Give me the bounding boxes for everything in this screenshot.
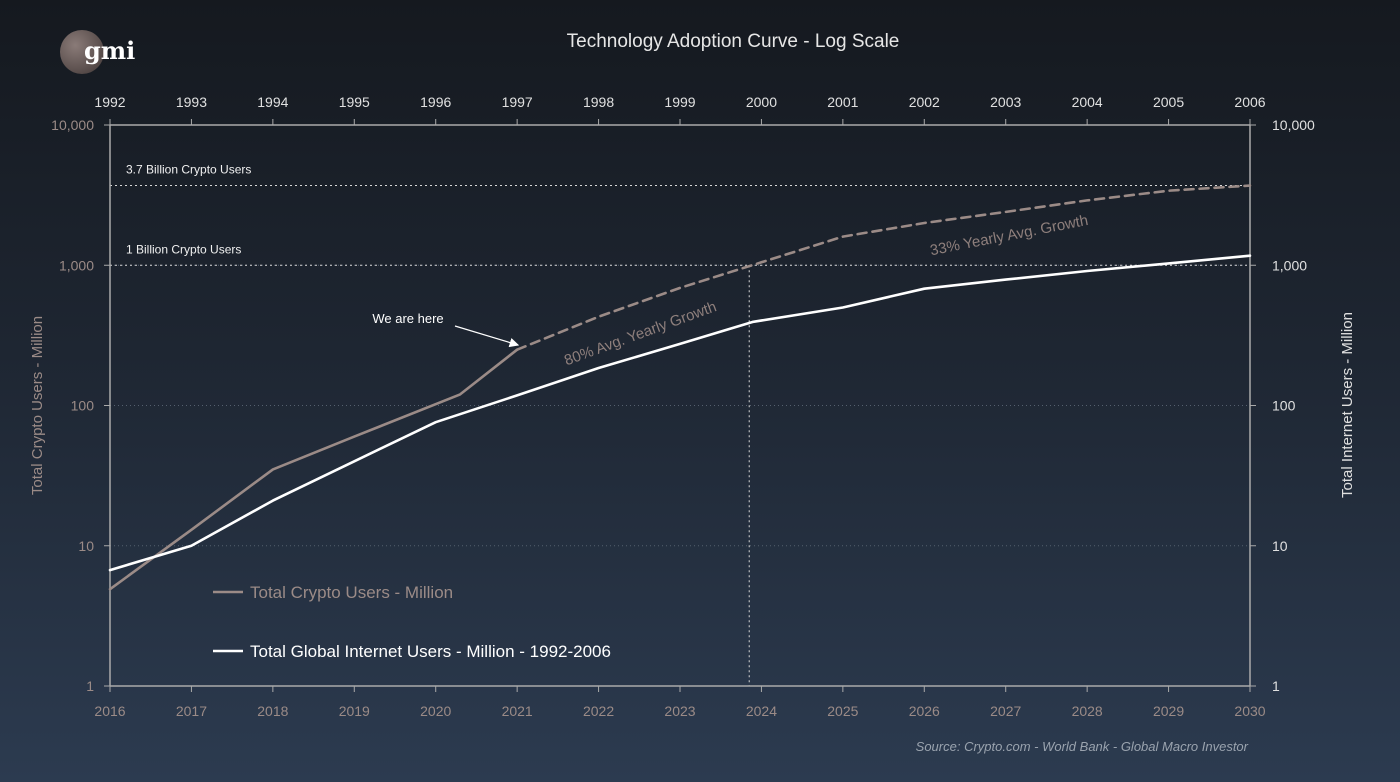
- bottom-tick-label: 2022: [583, 703, 614, 719]
- bottom-tick-label: 2023: [664, 703, 695, 719]
- top-tick-label: 1996: [420, 94, 451, 110]
- top-tick-label: 2004: [1072, 94, 1103, 110]
- gmi-logo: gmi: [60, 30, 135, 76]
- internet-users-line: [108, 254, 1252, 572]
- chart-title: Technology Adoption Curve - Log Scale: [567, 31, 900, 52]
- left-tick-label: 10,000: [51, 117, 94, 133]
- bottom-tick-label: 2019: [339, 703, 370, 719]
- left-axis-title: Total Crypto Users - Million: [29, 316, 46, 495]
- right-tick-label: 100: [1272, 398, 1296, 414]
- logo-globe-icon: [60, 30, 104, 74]
- right-tick-label: 1: [1272, 678, 1280, 694]
- right-tick-label: 10,000: [1272, 117, 1315, 133]
- left-tick-label: 10: [78, 538, 94, 554]
- top-tick-label: 1998: [583, 94, 614, 110]
- source-note: Source: Crypto.com - World Bank - Global…: [916, 739, 1249, 754]
- bottom-tick-label: 2029: [1153, 703, 1184, 719]
- bottom-tick-label: 2020: [420, 703, 451, 719]
- bottom-tick-label: 2021: [502, 703, 533, 719]
- legend-crypto-label: Total Crypto Users - Million: [250, 583, 453, 602]
- left-tick-label: 1,000: [59, 257, 94, 273]
- right-tick-label: 10: [1272, 538, 1288, 554]
- top-tick-label: 1997: [502, 94, 533, 110]
- bottom-tick-label: 2030: [1234, 703, 1265, 719]
- top-tick-label: 1993: [176, 94, 207, 110]
- top-tick-label: 1995: [339, 94, 370, 110]
- top-tick-label: 2001: [827, 94, 858, 110]
- left-tick-label: 1: [86, 678, 94, 694]
- top-tick-label: 1999: [664, 94, 695, 110]
- reference-label: 1 Billion Crypto Users: [126, 242, 241, 256]
- legend-internet-label: Total Global Internet Users - Million - …: [250, 642, 611, 661]
- top-tick-label: 1994: [257, 94, 288, 110]
- reference-label: 3.7 Billion Crypto Users: [126, 163, 251, 177]
- top-tick-label: 2003: [990, 94, 1021, 110]
- logo-text: gmi: [84, 36, 136, 65]
- crypto-projection-line: [515, 184, 1252, 351]
- growth-80-label: 80% Avg. Yearly Growth: [562, 298, 719, 369]
- top-tick-label: 2000: [746, 94, 777, 110]
- we-are-here-label: We are here: [372, 311, 443, 326]
- top-tick-label: 2005: [1153, 94, 1184, 110]
- top-tick-label: 2006: [1234, 94, 1265, 110]
- bottom-tick-label: 2024: [746, 703, 777, 719]
- we-are-here-arrow: [454, 325, 520, 348]
- bottom-tick-label: 2025: [827, 703, 858, 719]
- crypto-users-line: [108, 348, 519, 591]
- top-tick-label: 1992: [94, 94, 125, 110]
- bottom-tick-label: 2017: [176, 703, 207, 719]
- right-axis-title: Total Internet Users - Million: [1339, 312, 1356, 498]
- bottom-tick-label: 2027: [990, 703, 1021, 719]
- bottom-tick-label: 2018: [257, 703, 288, 719]
- bottom-tick-label: 2016: [94, 703, 125, 719]
- right-tick-label: 1,000: [1272, 257, 1307, 273]
- bottom-tick-label: 2028: [1072, 703, 1103, 719]
- left-tick-label: 100: [71, 398, 95, 414]
- top-tick-label: 2002: [909, 94, 940, 110]
- bottom-tick-label: 2026: [909, 703, 940, 719]
